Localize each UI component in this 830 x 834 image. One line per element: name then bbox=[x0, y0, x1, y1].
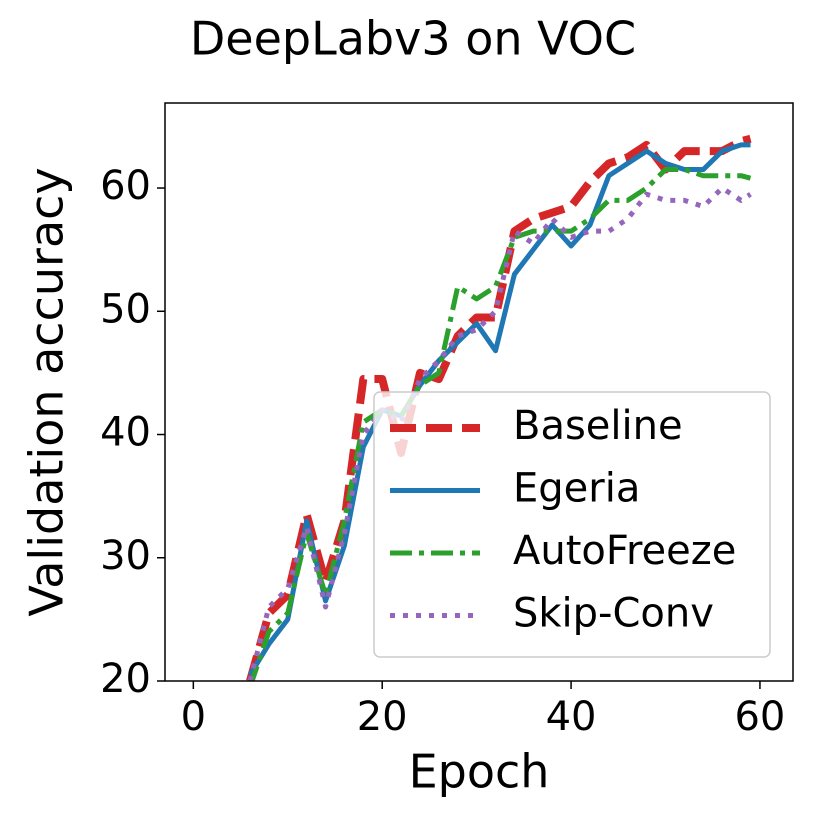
y-tick-label: 60 bbox=[100, 163, 151, 209]
x-axis-label: Epoch bbox=[409, 745, 550, 799]
legend-label: Skip-Conv bbox=[513, 591, 714, 637]
series-line bbox=[247, 142, 751, 677]
x-tick-label: 60 bbox=[734, 694, 785, 740]
legend-label: Egeria bbox=[513, 466, 640, 512]
y-tick-label: 20 bbox=[100, 656, 151, 702]
plot-area bbox=[246, 134, 752, 681]
legend-label: Baseline bbox=[513, 403, 683, 449]
y-tick-label: 50 bbox=[100, 286, 151, 332]
x-tick-label: 20 bbox=[357, 694, 408, 740]
y-tick-label: 30 bbox=[100, 533, 151, 579]
series-line bbox=[247, 185, 752, 681]
x-tick-label: 40 bbox=[546, 694, 597, 740]
y-axis-label: Validation accuracy bbox=[20, 167, 74, 616]
x-tick-label: 0 bbox=[181, 694, 206, 740]
legend-label: AutoFreeze bbox=[513, 528, 736, 574]
legend-box bbox=[373, 391, 771, 658]
chart-title: DeepLabv3 on VOC bbox=[190, 12, 636, 66]
y-tick-label: 40 bbox=[100, 410, 151, 456]
plot-frame bbox=[164, 102, 794, 682]
